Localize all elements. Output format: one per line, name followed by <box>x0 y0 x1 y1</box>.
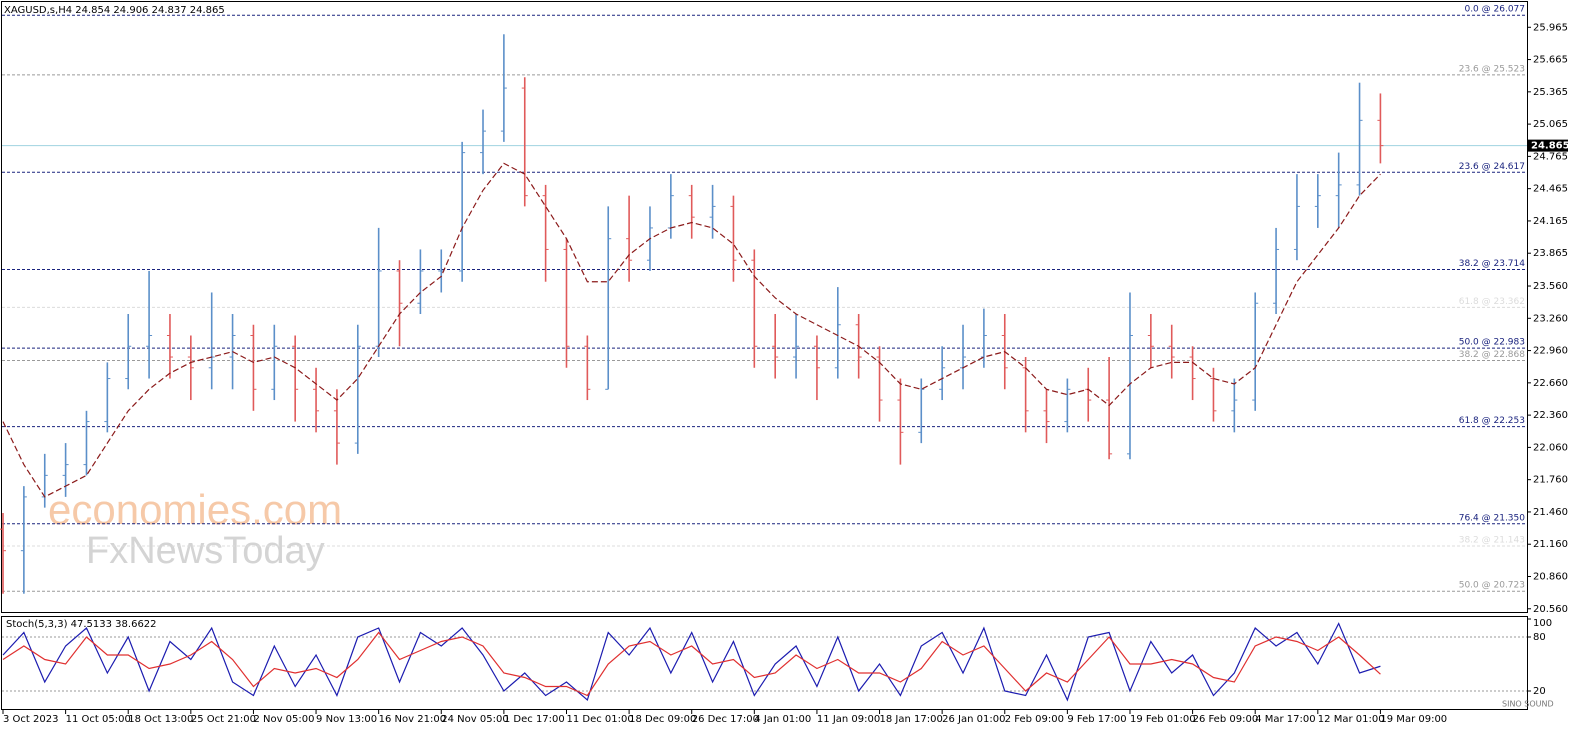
y-tick-label: 21.760 <box>1533 475 1568 486</box>
last-price-box <box>1528 139 1568 152</box>
y-tick-label: 23.560 <box>1533 281 1568 292</box>
watermark: FxNewsToday <box>86 530 325 572</box>
x-tick-label: 18 Dec 09:00 <box>629 714 696 725</box>
level-label: 23.6 @ 24.617 <box>1459 162 1525 172</box>
y-tick-label: 21.160 <box>1533 539 1568 550</box>
last-price-label: 24.865 <box>1531 141 1570 152</box>
stoch-line <box>2 631 1381 697</box>
y-tick-label: 80 <box>1533 632 1546 643</box>
x-tick-label: 24 Nov 05:00 <box>441 714 508 725</box>
y-tick-label: 25.365 <box>1533 87 1568 98</box>
level-label: 38.2 @ 21.143 <box>1459 536 1525 546</box>
x-tick-label: 19 Feb 01:00 <box>1130 714 1196 725</box>
level-label: 38.2 @ 22.868 <box>1459 350 1526 360</box>
level-label: 0.0 @ 26.077 <box>1464 5 1525 15</box>
watermark: economies.com <box>48 486 342 533</box>
y-tick-label: 20.560 <box>1533 604 1568 615</box>
y-tick-label: 25.965 <box>1533 22 1568 33</box>
y-tick-label: 22.360 <box>1533 410 1568 421</box>
x-tick-label: 26 Feb 09:00 <box>1193 714 1259 725</box>
x-tick-label: 18 Oct 13:00 <box>128 714 193 725</box>
stoch-line <box>2 622 1381 702</box>
y-tick-label: 22.960 <box>1533 346 1568 357</box>
y-tick-label: 23.865 <box>1533 248 1568 259</box>
y-tick-label: 23.260 <box>1533 313 1568 324</box>
x-tick-label: 19 Mar 09:00 <box>1380 714 1447 725</box>
moving-average <box>2 162 1381 498</box>
y-tick-label: 20.860 <box>1533 571 1568 582</box>
level-label: 23.6 @ 25.523 <box>1459 64 1525 74</box>
level-label: 38.2 @ 23.714 <box>1459 259 1526 269</box>
y-tick-label: 100 <box>1533 618 1552 629</box>
y-tick-label: 21.460 <box>1533 507 1568 518</box>
x-tick-label: 26 Jan 01:00 <box>942 714 1005 725</box>
y-tick-label: 22.660 <box>1533 378 1568 389</box>
x-tick-label: 4 Mar 17:00 <box>1255 714 1315 725</box>
x-tick-label: 2 Feb 09:00 <box>1005 714 1064 725</box>
x-tick-label: 16 Nov 21:00 <box>379 714 446 725</box>
y-tick-label: 25.065 <box>1533 119 1568 130</box>
indicator-title: Stoch(5,3,3) 47.5133 38.6622 <box>6 619 157 630</box>
x-tick-label: 1 Dec 17:00 <box>504 714 565 725</box>
x-tick-label: 25 Oct 21:00 <box>191 714 256 725</box>
x-tick-label: 12 Mar 01:00 <box>1318 714 1385 725</box>
y-tick-label: 24.165 <box>1533 216 1568 227</box>
x-tick-label: 11 Jan 09:00 <box>817 714 880 725</box>
x-tick-label: 3 Oct 2023 <box>3 714 58 725</box>
logo: SINO SOUND <box>1502 700 1554 709</box>
level-label: 61.8 @ 23.362 <box>1459 297 1525 307</box>
x-tick-label: 11 Dec 01:00 <box>566 714 633 725</box>
level-label: 61.8 @ 22.253 <box>1459 416 1525 426</box>
x-tick-label: 9 Feb 17:00 <box>1067 714 1126 725</box>
x-tick-label: 18 Jan 17:00 <box>880 714 943 725</box>
level-label: 76.4 @ 21.350 <box>1459 513 1526 523</box>
x-tick-label: 9 Nov 13:00 <box>316 714 377 725</box>
x-tick-label: 4 Jan 01:00 <box>754 714 811 725</box>
y-tick-label: 24.765 <box>1533 151 1568 162</box>
price-panel-frame <box>1 1 1528 613</box>
y-tick-label: 20 <box>1533 686 1546 697</box>
level-label: 50.0 @ 20.723 <box>1459 581 1525 591</box>
level-label: 50.0 @ 22.983 <box>1459 338 1525 348</box>
stoch-panel-frame <box>1 616 1528 710</box>
chart-title: XAGUSD,s,H4 24.854 24.906 24.837 24.865 <box>4 5 225 16</box>
y-tick-label: 24.465 <box>1533 184 1568 195</box>
y-tick-label: 22.060 <box>1533 442 1568 453</box>
x-tick-label: 11 Oct 05:00 <box>66 714 131 725</box>
x-tick-label: 2 Nov 05:00 <box>253 714 314 725</box>
y-tick-label: 25.665 <box>1533 55 1568 66</box>
x-tick-label: 26 Dec 17:00 <box>692 714 759 725</box>
